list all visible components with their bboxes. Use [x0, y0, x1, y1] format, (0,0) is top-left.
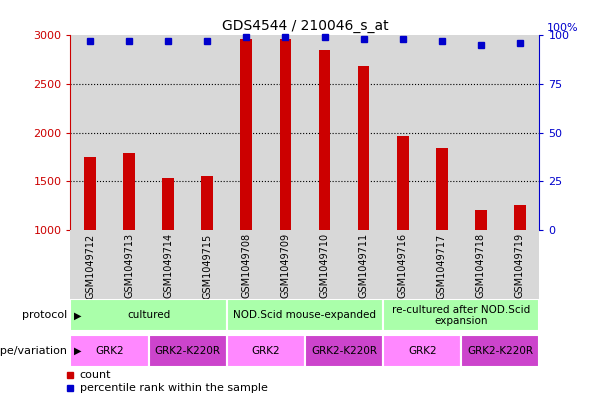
Text: count: count [80, 370, 112, 380]
Bar [383, 299, 539, 331]
Text: ▶: ▶ [74, 346, 81, 356]
Text: protocol: protocol [22, 310, 67, 320]
Bar [397, 136, 408, 230]
Text: GSM1049709: GSM1049709 [280, 233, 291, 298]
Text: GSM1049710: GSM1049710 [319, 233, 330, 298]
Text: percentile rank within the sample: percentile rank within the sample [80, 383, 268, 393]
Bar [344, 35, 383, 230]
Text: GSM1049719: GSM1049719 [515, 233, 525, 298]
Bar [188, 35, 227, 230]
Bar [319, 50, 330, 230]
Bar [162, 178, 174, 230]
Text: GRK2: GRK2 [408, 346, 436, 356]
Text: GSM1049714: GSM1049714 [163, 233, 173, 298]
Text: GSM1049712: GSM1049712 [85, 233, 95, 299]
Text: GRK2: GRK2 [95, 346, 124, 356]
Bar [462, 35, 500, 230]
Bar [149, 230, 188, 299]
Bar [305, 230, 344, 299]
Text: GSM1049715: GSM1049715 [202, 233, 212, 299]
Bar [266, 230, 305, 299]
Bar [70, 230, 110, 299]
Text: GRK2-K220R: GRK2-K220R [467, 346, 533, 356]
Text: cultured: cultured [127, 310, 170, 320]
Text: GSM1049716: GSM1049716 [398, 233, 408, 298]
Bar [240, 39, 252, 230]
Bar [84, 157, 96, 230]
Text: GRK2-K220R: GRK2-K220R [311, 346, 377, 356]
Bar [422, 230, 462, 299]
Text: re-cultured after NOD.Scid
expansion: re-cultured after NOD.Scid expansion [392, 305, 530, 326]
Bar [383, 335, 462, 367]
Text: GSM1049718: GSM1049718 [476, 233, 486, 298]
Bar [305, 335, 383, 367]
Bar [149, 335, 227, 367]
Text: GRK2: GRK2 [251, 346, 280, 356]
Text: genotype/variation: genotype/variation [0, 346, 67, 356]
Bar [500, 35, 539, 230]
Bar [188, 230, 227, 299]
Bar [110, 35, 149, 230]
Bar [227, 299, 383, 331]
Bar [436, 148, 447, 230]
Bar [500, 230, 539, 299]
Bar [149, 35, 188, 230]
Text: ▶: ▶ [74, 310, 81, 320]
Bar [227, 230, 266, 299]
Text: GSM1049708: GSM1049708 [242, 233, 251, 298]
Text: GSM1049711: GSM1049711 [359, 233, 368, 298]
Bar [358, 66, 370, 230]
Bar [422, 35, 462, 230]
Text: 100%: 100% [546, 22, 578, 33]
Bar [280, 39, 291, 230]
Text: GSM1049713: GSM1049713 [124, 233, 134, 298]
Bar [305, 35, 344, 230]
Bar [227, 335, 305, 367]
Text: GRK2-K220R: GRK2-K220R [154, 346, 221, 356]
Bar [110, 230, 149, 299]
Bar [383, 230, 422, 299]
Bar [514, 205, 526, 230]
Bar [202, 176, 213, 230]
Bar [475, 210, 487, 230]
Bar [462, 335, 539, 367]
Text: NOD.Scid mouse-expanded: NOD.Scid mouse-expanded [234, 310, 376, 320]
Bar [227, 35, 266, 230]
Bar [70, 35, 110, 230]
Bar [344, 230, 383, 299]
Bar [123, 153, 135, 230]
Bar [70, 299, 227, 331]
Title: GDS4544 / 210046_s_at: GDS4544 / 210046_s_at [222, 19, 388, 33]
Text: GSM1049717: GSM1049717 [436, 233, 447, 299]
Bar [462, 230, 500, 299]
Bar [383, 35, 422, 230]
Bar [70, 335, 149, 367]
Bar [266, 35, 305, 230]
